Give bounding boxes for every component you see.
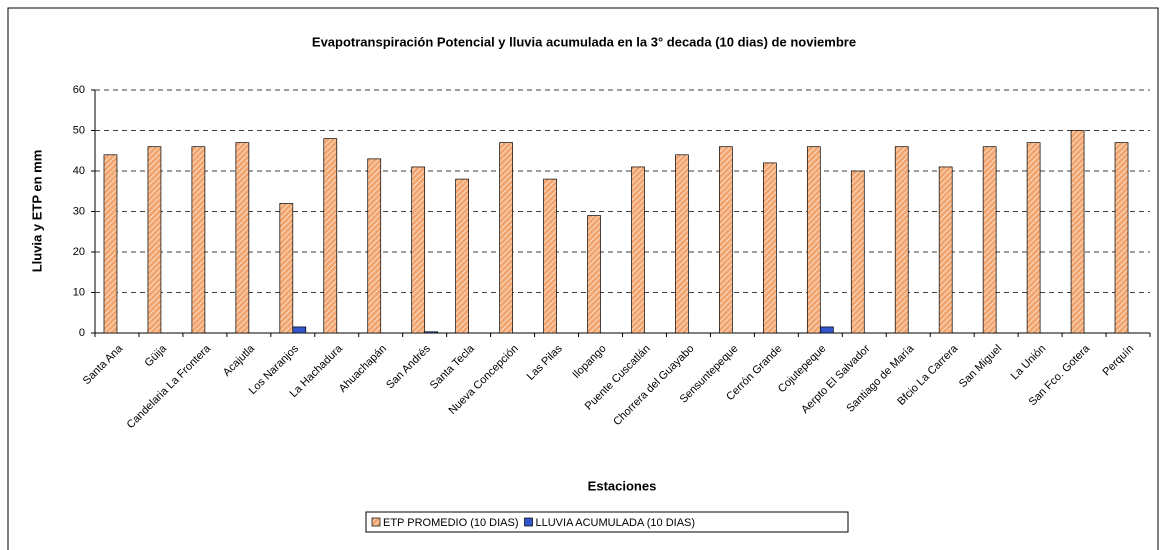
bar: [763, 162, 777, 334]
bar: [411, 166, 426, 334]
y-tick-label: 20: [73, 246, 85, 258]
y-tick-label: 30: [73, 205, 85, 217]
bar: [424, 331, 439, 334]
y-axis-label: Lluvia y ETP en mm: [29, 150, 44, 273]
legend-label: LLUVIA ACUMULADA (10 DIAS): [536, 517, 696, 529]
legend-swatch: [371, 517, 381, 527]
bar: [367, 158, 382, 334]
bar: [103, 154, 118, 334]
bar: [850, 170, 865, 334]
bar: [1114, 142, 1129, 334]
bar: [819, 326, 834, 334]
bar: [455, 178, 469, 334]
bar: [938, 166, 953, 334]
legend-label: ETP PROMEDIO (10 DIAS): [383, 517, 519, 529]
bar: [191, 146, 206, 334]
bar: [543, 178, 557, 334]
bar: [1070, 130, 1085, 334]
bar: [147, 146, 162, 334]
y-tick-label: 40: [73, 165, 85, 177]
legend-swatch: [524, 517, 533, 527]
bar: [587, 215, 601, 334]
bar: [279, 203, 294, 334]
bar: [631, 166, 645, 334]
y-tick-label: 10: [73, 286, 85, 298]
bar: [982, 146, 997, 334]
bar: [235, 142, 250, 334]
bar: [894, 146, 909, 334]
chart-title: Evapotranspiración Potencial y lluvia ac…: [312, 34, 856, 49]
bar: [1026, 142, 1041, 334]
bar: [719, 146, 733, 334]
bar: [675, 154, 689, 334]
bar: [292, 326, 307, 334]
bar: [806, 146, 821, 334]
bar: [323, 138, 338, 334]
y-tick-label: 50: [73, 124, 85, 136]
x-axis-label: Estaciones: [588, 478, 657, 493]
bar: [499, 142, 513, 334]
legend: ETP PROMEDIO (10 DIAS) LLUVIA ACUMULADA (…: [365, 511, 849, 533]
y-tick-label: 0: [79, 327, 85, 339]
y-tick-label: 60: [73, 84, 85, 96]
legend-box: [365, 511, 849, 533]
